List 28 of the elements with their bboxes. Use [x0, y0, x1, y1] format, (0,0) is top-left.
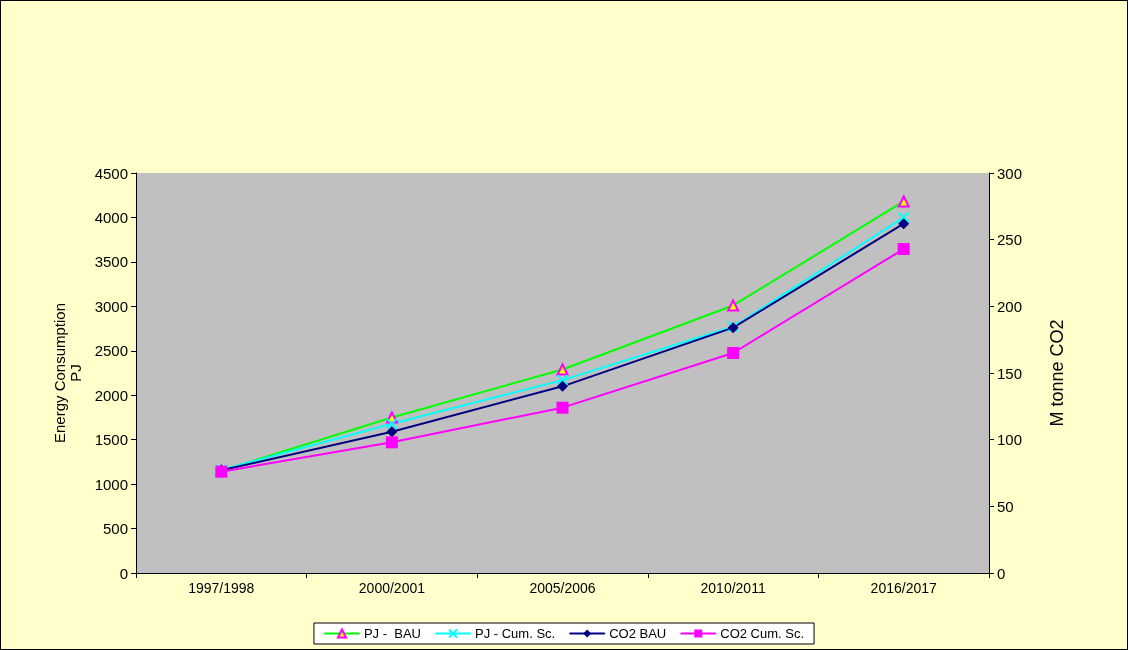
legend-label: PJ - Cum. Sc.: [475, 626, 556, 641]
y2-tick-label: 100: [997, 431, 1023, 449]
legend-label: CO2 BAU: [609, 626, 667, 641]
legend-label: PJ - BAU: [363, 626, 422, 641]
y2-tick-label: 300: [997, 164, 1023, 182]
y2-axis-title: M tonne CO2: [1047, 319, 1067, 427]
x-tick-label: 2005/2006: [529, 580, 596, 596]
y2-tick-label: 250: [997, 231, 1023, 249]
y2-tick-label: 0: [997, 564, 1006, 582]
y2-tick-label: 200: [997, 297, 1023, 315]
y-tick-label: 4000: [94, 208, 128, 226]
x-tick-label: 2016/2017: [870, 580, 937, 596]
y-tick-label: 3500: [94, 253, 128, 271]
y2-tick-label: 150: [997, 364, 1023, 382]
x-tick-label: 1997/1998: [188, 580, 255, 596]
y-axis-title: Energy Consumption PJ: [51, 302, 85, 444]
y-tick-label: 1000: [94, 475, 128, 493]
x-tick-label: 2000/2001: [358, 580, 426, 596]
y-tick-label: 2500: [94, 342, 128, 360]
y-tick-label: 1500: [94, 431, 128, 449]
y-tick-label: 500: [102, 520, 128, 538]
y-tick-label: 3000: [94, 297, 128, 315]
legend-label: CO2 Cum. Sc.: [720, 626, 805, 641]
x-tick-label: 2010/2011: [700, 580, 766, 596]
y-tick-label: 0: [119, 564, 128, 582]
y-tick-label: 2000: [94, 386, 128, 404]
y2-tick-label: 50: [997, 497, 1014, 515]
y-tick-label: 4500: [94, 164, 128, 182]
